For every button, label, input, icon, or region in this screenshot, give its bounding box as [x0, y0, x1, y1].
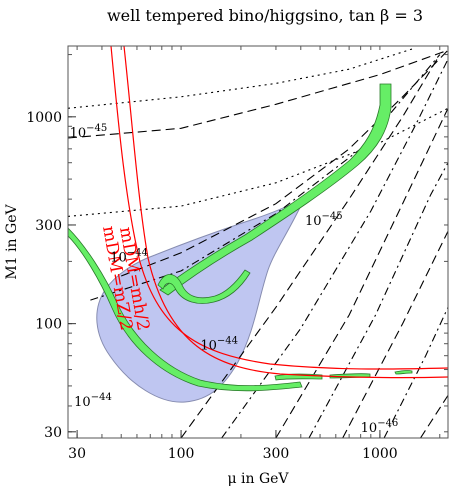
- x-axis-label: μ in GeV: [227, 471, 289, 487]
- x-tick-label-1: 100: [168, 446, 195, 462]
- contour-label-5: 10−46: [361, 418, 399, 436]
- band-main: [68, 227, 303, 392]
- plot-area: [68, 46, 448, 438]
- y-tick-label-2: 300: [35, 218, 62, 234]
- contour-label-2: 10−44: [110, 247, 148, 265]
- x-tick-label-2: 300: [263, 446, 290, 462]
- axis-ticks: 30 100 300 1000 30 100 300 1000: [26, 46, 448, 462]
- x-tick-label-0: 30: [68, 446, 86, 462]
- chart-title: well tempered bino/higgsino, tan β = 3: [107, 6, 423, 25]
- y-tick-label-0: 30: [44, 425, 62, 441]
- plot-frame: [67, 45, 449, 439]
- y-axis-label: M1 in GeV: [4, 204, 20, 280]
- red-curve-mz: [123, 46, 448, 379]
- contour-label-4: 10−44: [74, 392, 112, 410]
- contour-label-0: 10−45: [70, 123, 108, 141]
- contour-line-10: [383, 307, 448, 438]
- contour-label-1: 10−45: [305, 211, 343, 229]
- contour-line-5: [180, 54, 441, 438]
- contour-line-8: [308, 162, 448, 438]
- contour-line-11: [420, 395, 448, 438]
- x-tick-label-3: 1000: [362, 446, 398, 462]
- contour-label-3: 10−44: [200, 335, 238, 353]
- contour-line-1: [68, 47, 416, 109]
- y-tick-label-1: 100: [35, 317, 62, 333]
- y-tick-label-3: 1000: [26, 110, 62, 126]
- contour-line-3: [121, 49, 448, 277]
- annotations: 10−45 10−45 10−44 10−44 10−44 10−46: [70, 123, 399, 436]
- contour-line-0: [68, 49, 448, 139]
- contour-line-9: [342, 230, 448, 438]
- band-upper: [159, 83, 392, 296]
- band-loop: [157, 269, 251, 304]
- contour-line-2: [68, 107, 448, 217]
